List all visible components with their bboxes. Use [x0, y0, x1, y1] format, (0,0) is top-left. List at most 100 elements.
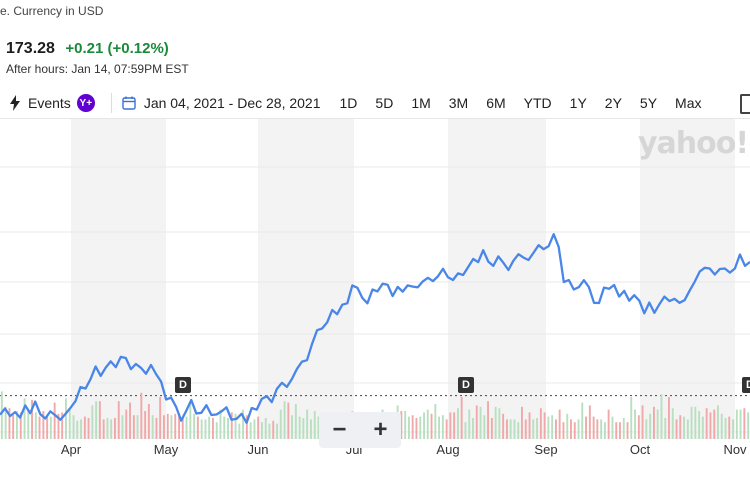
volume-bar [717, 405, 719, 439]
x-axis-label: May [154, 442, 179, 457]
volume-bar [506, 419, 508, 439]
date-range-label: Jan 04, 2021 - Dec 28, 2021 [143, 95, 321, 111]
volume-bar [245, 415, 248, 439]
volume-bar [445, 419, 448, 439]
price-line [0, 233, 750, 424]
range-1m-button[interactable]: 1M [411, 95, 431, 111]
volume-bar [626, 422, 629, 439]
volume-bar [102, 419, 105, 439]
volume-bar [121, 415, 124, 439]
volume-bar [449, 412, 452, 439]
x-axis-label: Oct [630, 442, 651, 457]
volume-bar [490, 418, 493, 439]
volume-bar [317, 416, 320, 439]
volume-bar [276, 423, 278, 439]
volume-bar [656, 409, 659, 439]
range-2y-button[interactable]: 2Y [604, 95, 622, 111]
range-ytd-button[interactable]: YTD [523, 95, 552, 111]
volume-bar [117, 401, 120, 439]
volume-bar [543, 412, 546, 439]
volume-bar [95, 401, 98, 439]
volume-bar [634, 409, 636, 439]
volume-bar [110, 419, 113, 439]
range-5d-button[interactable]: 5D [375, 95, 394, 111]
volume-bar [72, 415, 75, 439]
volume-bar [279, 409, 282, 439]
volume-bar [475, 405, 478, 439]
volume-bar [532, 419, 535, 439]
volume-bar [573, 422, 576, 439]
range-1y-button[interactable]: 1Y [569, 95, 587, 111]
volume-bar [479, 406, 482, 439]
volume-bar [147, 404, 150, 439]
volume-bar [219, 409, 222, 439]
volume-bar [430, 413, 433, 439]
volume-bar [404, 411, 407, 439]
month-bands [71, 119, 735, 439]
volume-bar [596, 419, 599, 439]
volume-bar [257, 416, 260, 439]
volume-bar [170, 415, 173, 439]
volume-bar [91, 405, 94, 439]
volume-bar [140, 392, 143, 439]
volume-bar [468, 409, 471, 439]
volume-bar [234, 413, 237, 439]
range-5y-button[interactable]: 5Y [639, 95, 658, 111]
volume-bar [585, 416, 587, 439]
volume-bar [204, 419, 207, 439]
dividend-marker-may[interactable]: D [175, 377, 191, 393]
events-button[interactable]: Events Y+ [0, 94, 95, 112]
after-hours-note: After hours: Jan 14, 07:59PM EST [6, 62, 189, 76]
yahoo-logo: yahoo! [637, 126, 749, 161]
zoom-in-button[interactable]: + [373, 416, 388, 443]
zoom-controls: − + [319, 412, 401, 448]
dividend-marker-aug[interactable]: D [458, 377, 474, 393]
volume-bar [253, 419, 256, 439]
range-6m-button[interactable]: 6M [486, 95, 506, 111]
volume-bar [536, 418, 538, 439]
volume-bar [622, 418, 625, 439]
volume-bar [178, 413, 180, 439]
volume-bar [76, 420, 79, 439]
volume-bar [460, 397, 463, 439]
currency-note: e. Currency in USD [0, 4, 104, 18]
volume-bar [189, 402, 192, 439]
price-chart[interactable]: Apr May Jun Jul Aug Sep Oct Nov [0, 119, 750, 500]
range-3m-button[interactable]: 3M [448, 95, 469, 111]
range-max-button[interactable]: Max [675, 95, 702, 111]
volume-bar [615, 422, 618, 439]
volume-bar [668, 397, 670, 439]
volume-bar [249, 422, 252, 439]
volume-bar [464, 422, 467, 439]
volume-bar [136, 415, 139, 439]
volume-bar [570, 419, 572, 439]
volume-bar [8, 408, 11, 439]
volume-bar [423, 412, 425, 439]
chart-settings-icon[interactable] [740, 94, 750, 114]
volume-bar [298, 416, 301, 439]
volume-bar [645, 419, 648, 439]
volume-bar [268, 423, 271, 439]
volume-bar [212, 418, 214, 439]
volume-bar [498, 408, 501, 439]
volume-bar [166, 413, 169, 439]
volume-bar [649, 413, 652, 439]
volume-bar [174, 413, 177, 439]
volume-bar [196, 416, 199, 439]
volume-bar [215, 422, 218, 439]
volume-bar [705, 408, 708, 439]
zoom-out-button[interactable]: − [332, 416, 347, 443]
volume-bar [607, 409, 610, 439]
volume-bar [80, 419, 82, 439]
date-range-picker[interactable]: Jan 04, 2021 - Dec 28, 2021 [122, 95, 331, 111]
volume-bar [400, 411, 403, 439]
volume-bar [87, 418, 90, 439]
volume-bar [0, 391, 3, 439]
volume-bar [539, 408, 542, 439]
volume-bar [735, 409, 738, 439]
range-1d-button[interactable]: 1D [339, 95, 358, 111]
dividend-marker-nov[interactable]: D [742, 377, 750, 393]
volume-bar [728, 416, 731, 439]
volume-bar [551, 415, 554, 439]
volume-bar [310, 419, 312, 439]
